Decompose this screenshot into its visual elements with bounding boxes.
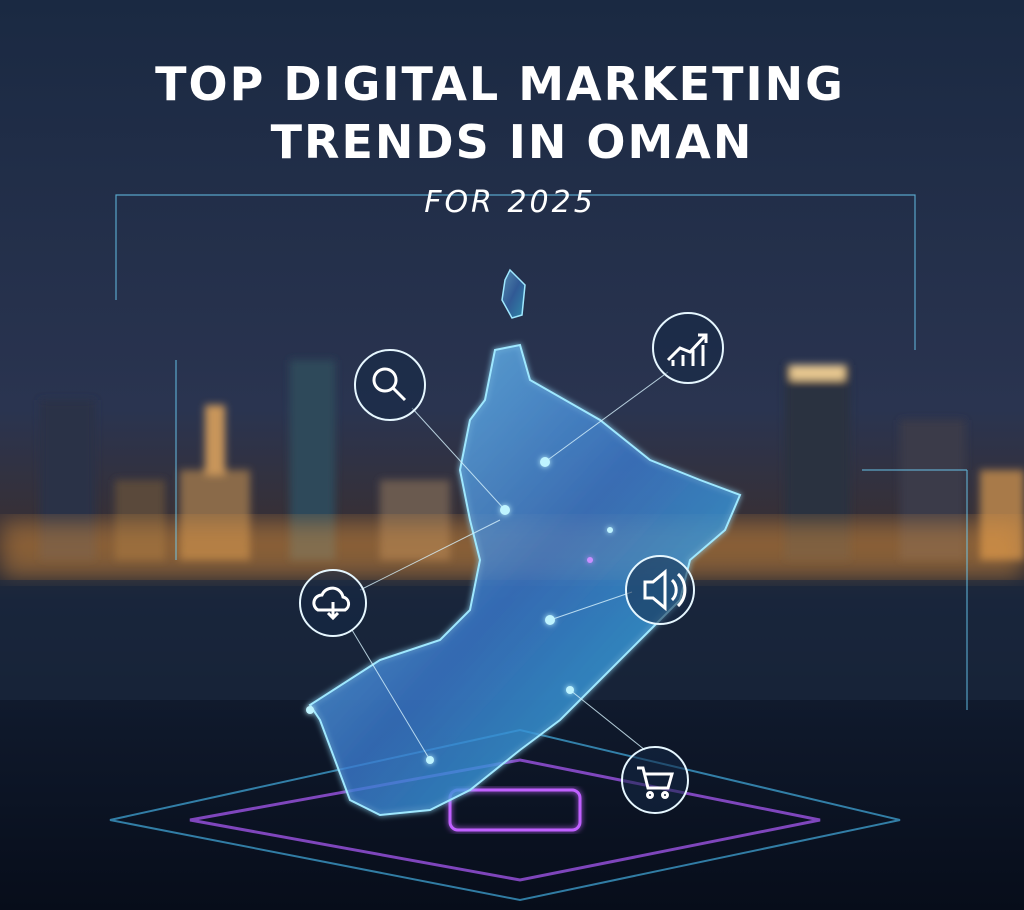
title-line: TRENDS IN OMAN bbox=[271, 115, 754, 169]
subtitle: FOR 2025 bbox=[424, 185, 596, 220]
connector-lines bbox=[351, 371, 669, 761]
oman-map bbox=[308, 268, 742, 817]
frame-lines bbox=[115, 194, 968, 710]
nodes bbox=[306, 457, 613, 764]
title-line: TOP DIGITAL MARKETING bbox=[155, 57, 845, 111]
icons bbox=[299, 312, 724, 814]
icon-glyphs bbox=[312, 333, 708, 799]
